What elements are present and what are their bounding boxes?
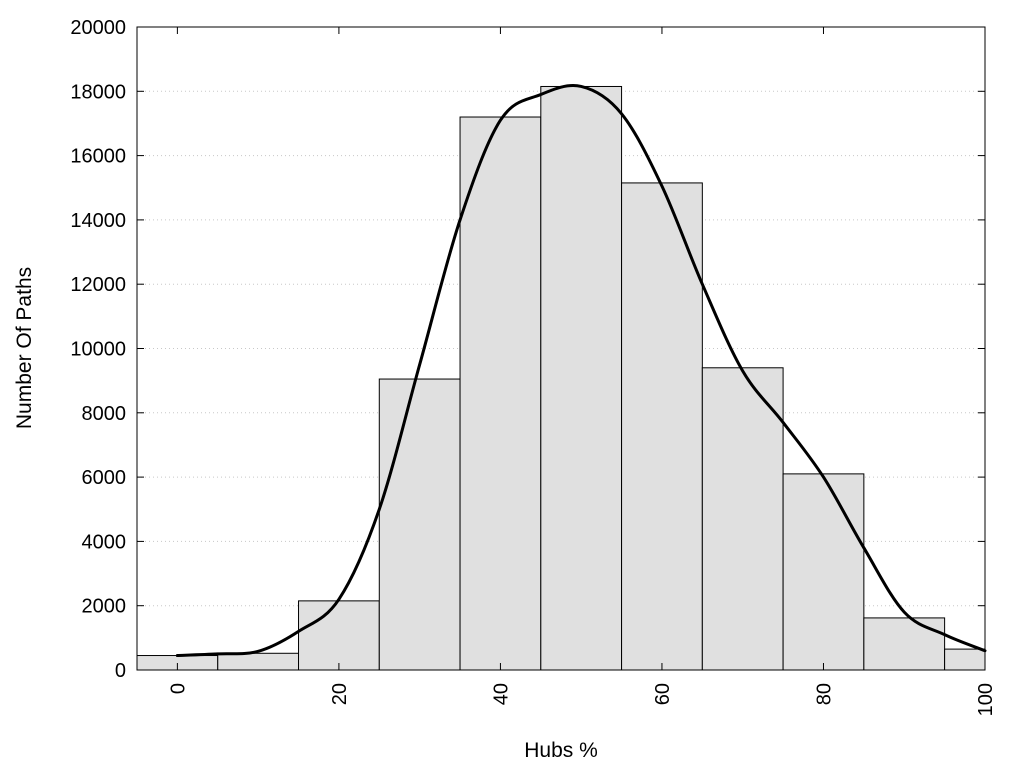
y-axis-ticks: 0 2000 4000 6000 8000 10000 12000 14000 16000 180… <box>70 17 985 682</box>
y-tick-label: 2000 <box>82 596 127 618</box>
x-tick-label: 40 <box>490 683 512 705</box>
histogram-bar <box>217 652 300 671</box>
histogram-bar <box>540 85 623 671</box>
histogram-bar <box>863 617 946 671</box>
density-curve <box>175 84 987 658</box>
y-tick-label: 20000 <box>70 17 126 39</box>
y-tick-label: 10000 <box>70 339 126 361</box>
y-tick-label: 8000 <box>82 403 127 425</box>
x-tick-label: 80 <box>813 683 835 705</box>
y-tick-label: 6000 <box>82 467 127 489</box>
y-tick-label: 14000 <box>70 210 126 232</box>
x-tick-label: 20 <box>329 683 351 705</box>
histogram-bar <box>378 378 461 671</box>
histogram-bar <box>701 367 784 671</box>
histogram-bars <box>136 85 986 671</box>
x-tick-label: 60 <box>652 683 674 705</box>
y-tick-label: 18000 <box>70 81 126 103</box>
histogram-bar <box>459 116 542 671</box>
y-tick-label: 12000 <box>70 274 126 296</box>
x-axis-label: Hubs % <box>524 739 598 762</box>
x-axis-ticks: 0 20 40 60 80 100 <box>167 27 997 716</box>
density-curve-layer <box>175 84 987 658</box>
histogram-bar <box>782 473 865 671</box>
histogram-bar <box>944 648 986 671</box>
histogram-bar <box>298 600 380 671</box>
x-tick-label: 0 <box>167 683 189 694</box>
y-tick-label: 4000 <box>82 531 127 553</box>
y-tick-label: 0 <box>115 660 126 682</box>
y-tick-label: 16000 <box>70 146 126 168</box>
x-tick-label: 100 <box>975 683 997 716</box>
y-axis-label: Number Of Paths <box>13 267 36 429</box>
